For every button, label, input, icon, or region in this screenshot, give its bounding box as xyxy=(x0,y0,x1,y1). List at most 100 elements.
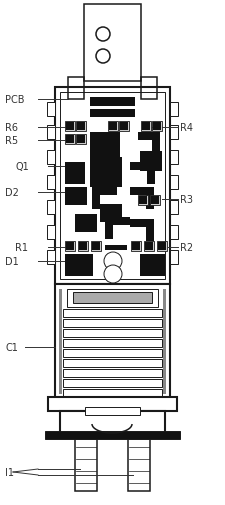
Circle shape xyxy=(96,50,110,64)
Bar xyxy=(63,389,162,397)
Bar xyxy=(76,122,86,132)
Bar xyxy=(130,220,154,228)
Bar xyxy=(86,7,139,80)
Bar xyxy=(65,255,93,276)
Bar xyxy=(60,411,165,433)
Bar xyxy=(63,339,162,347)
Bar xyxy=(170,250,178,265)
Bar xyxy=(105,245,127,250)
Text: R6: R6 xyxy=(5,123,18,133)
Bar xyxy=(66,242,74,250)
Bar xyxy=(142,123,150,131)
Bar xyxy=(131,241,141,251)
Bar xyxy=(47,150,55,165)
Circle shape xyxy=(96,28,110,42)
Text: R1: R1 xyxy=(15,242,28,252)
Bar xyxy=(77,123,85,131)
Bar xyxy=(100,205,122,223)
Bar xyxy=(119,122,129,132)
Bar xyxy=(76,135,86,145)
Bar xyxy=(147,163,155,185)
Text: R3: R3 xyxy=(180,194,193,205)
Bar xyxy=(47,200,55,215)
Bar xyxy=(138,195,148,206)
Bar xyxy=(140,255,165,276)
Bar xyxy=(141,122,151,132)
Bar xyxy=(67,289,158,308)
Bar xyxy=(65,188,87,206)
Bar xyxy=(163,289,166,394)
Bar xyxy=(141,78,157,100)
Bar xyxy=(66,123,74,131)
Bar xyxy=(90,98,135,107)
Bar xyxy=(170,176,178,189)
Text: R5: R5 xyxy=(5,136,18,146)
Bar xyxy=(65,122,75,132)
Bar xyxy=(105,218,113,239)
Bar xyxy=(153,123,161,131)
Bar xyxy=(55,284,170,399)
Bar xyxy=(68,78,84,100)
Bar xyxy=(47,126,55,140)
Circle shape xyxy=(104,266,122,283)
Bar xyxy=(92,188,117,195)
Text: R2: R2 xyxy=(180,242,193,252)
Bar xyxy=(92,188,100,210)
Bar xyxy=(47,226,55,239)
Bar xyxy=(92,242,100,250)
Bar xyxy=(170,126,178,140)
Text: D2: D2 xyxy=(5,188,19,197)
Bar xyxy=(63,349,162,358)
Text: D1: D1 xyxy=(5,257,19,267)
Bar xyxy=(63,329,162,337)
Bar xyxy=(59,289,62,394)
Bar xyxy=(90,158,122,188)
Bar xyxy=(152,122,162,132)
Bar xyxy=(170,226,178,239)
Bar xyxy=(65,135,75,145)
Bar xyxy=(128,439,150,491)
Bar xyxy=(85,407,140,415)
Bar xyxy=(79,242,87,250)
Circle shape xyxy=(104,252,122,271)
Bar xyxy=(45,431,180,439)
Bar xyxy=(130,188,154,195)
Bar xyxy=(90,110,135,118)
Bar xyxy=(65,241,75,251)
Bar xyxy=(65,163,85,185)
Bar xyxy=(170,200,178,215)
Bar xyxy=(77,136,85,144)
Text: PCB: PCB xyxy=(5,95,25,105)
Bar xyxy=(47,103,55,117)
Bar xyxy=(158,242,166,250)
Bar xyxy=(47,176,55,189)
Bar xyxy=(63,319,162,327)
Text: I1: I1 xyxy=(5,467,14,477)
Bar xyxy=(75,215,97,232)
Bar xyxy=(48,397,177,411)
Bar xyxy=(140,152,162,172)
Bar xyxy=(170,150,178,165)
Bar xyxy=(146,188,154,210)
Bar xyxy=(78,241,88,251)
Bar xyxy=(157,241,167,251)
Bar xyxy=(170,103,178,117)
Bar xyxy=(55,88,170,284)
Bar xyxy=(90,133,120,161)
Bar xyxy=(146,220,154,241)
Bar xyxy=(130,163,155,171)
Bar xyxy=(66,136,74,144)
Bar xyxy=(84,5,141,82)
Bar xyxy=(105,218,130,226)
Bar xyxy=(63,359,162,367)
Bar xyxy=(150,195,160,206)
Bar xyxy=(151,196,159,205)
Bar xyxy=(63,310,162,317)
Bar xyxy=(60,93,165,279)
Bar xyxy=(145,242,153,250)
Bar xyxy=(132,242,140,250)
Bar xyxy=(91,241,101,251)
Bar xyxy=(63,369,162,377)
Bar xyxy=(75,439,97,491)
Bar xyxy=(144,241,154,251)
